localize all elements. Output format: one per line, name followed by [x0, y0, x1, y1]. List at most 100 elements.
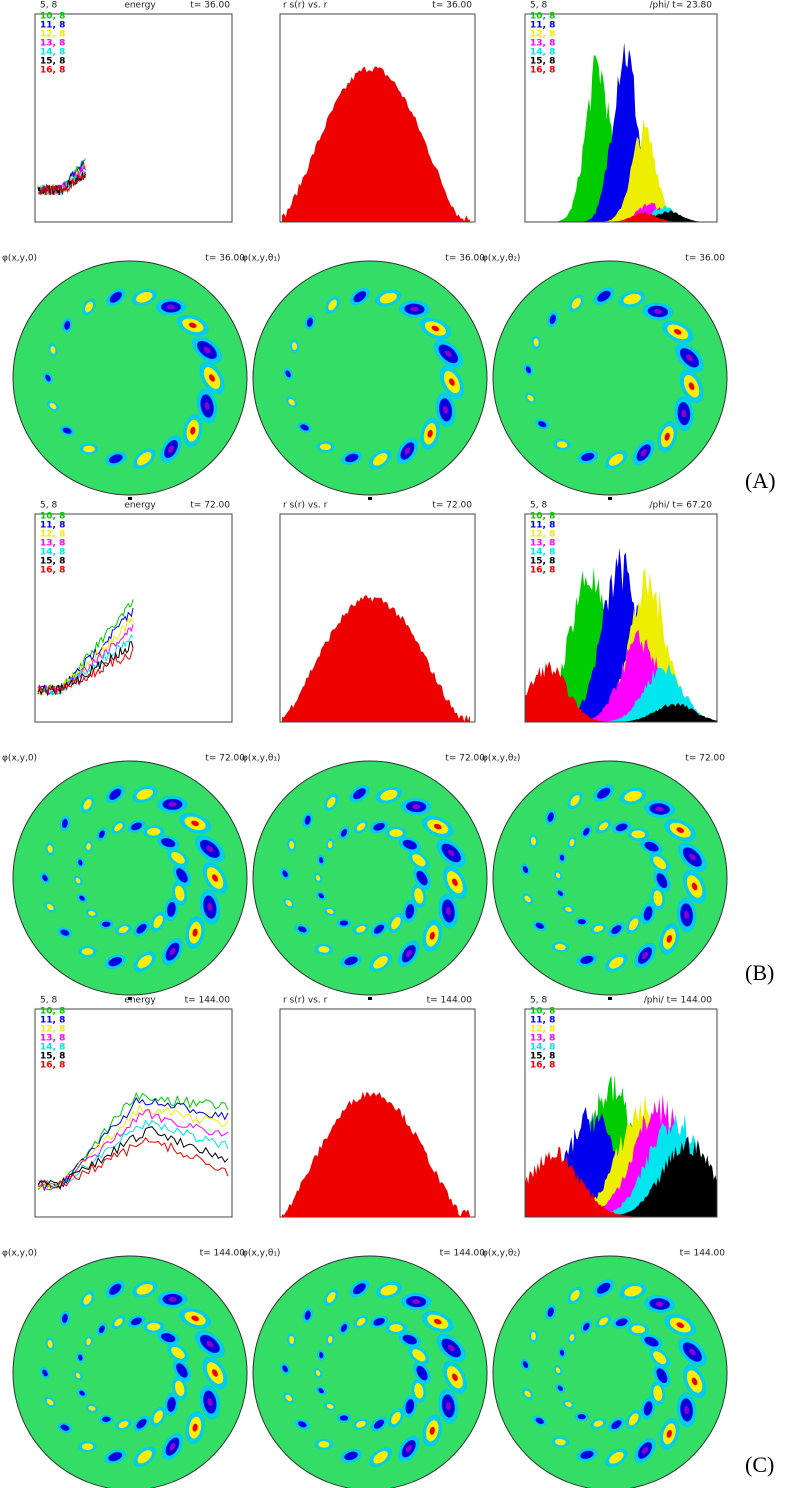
blob: [624, 1285, 642, 1297]
blob: [176, 1363, 188, 1378]
blob: [412, 1349, 426, 1362]
blob: [328, 299, 337, 311]
blob: [340, 1324, 348, 1332]
blob: [83, 799, 92, 810]
blob: [524, 1390, 531, 1398]
blob-core: [655, 806, 664, 812]
spectrum-area: [525, 42, 717, 222]
map-title: φ(x,y,0): [2, 254, 37, 264]
panel-label: (C): [745, 1452, 774, 1477]
blob: [609, 1451, 624, 1464]
profile-time: t= 144.00: [427, 996, 473, 1006]
blob: [49, 402, 57, 410]
blob: [535, 1417, 544, 1424]
blob: [389, 829, 403, 837]
legend-entry: 13, 8: [40, 1034, 65, 1044]
spectrum-frame: [524, 13, 718, 223]
blob: [167, 901, 176, 917]
blob: [109, 788, 122, 800]
legend-entry: 15, 8: [530, 1052, 555, 1062]
blob: [137, 955, 152, 969]
spectrum-area: [525, 547, 717, 722]
blob: [353, 1283, 366, 1295]
panel-label: (A): [745, 468, 776, 493]
blob: [653, 1351, 667, 1365]
map-tick: [368, 997, 372, 1000]
profile-area: [282, 595, 470, 722]
legend-entry: 11, 8: [530, 521, 555, 531]
blob: [161, 838, 176, 848]
energy-curve: [37, 1136, 229, 1189]
blob: [416, 1365, 428, 1381]
legend-entry: 14, 8: [40, 48, 65, 58]
blob-core: [412, 1299, 421, 1305]
blob-core: [433, 823, 442, 830]
blob: [593, 1420, 604, 1427]
blob-core: [452, 878, 458, 886]
blob-core: [664, 432, 670, 441]
blob: [525, 366, 532, 374]
blob: [412, 854, 426, 867]
profile-time: t= 72.00: [432, 501, 472, 511]
legend-entry: 16, 8: [40, 566, 65, 576]
legend-entry: 10, 8: [530, 512, 555, 522]
blob: [78, 859, 83, 866]
legend-entry: 12, 8: [40, 530, 65, 540]
blob: [136, 291, 153, 303]
energy-title: energy: [124, 1, 156, 11]
blob: [136, 1283, 153, 1295]
blob-core: [676, 827, 685, 833]
blob: [643, 1401, 653, 1416]
map-blobs: [40, 1280, 228, 1467]
blob-core: [431, 325, 440, 332]
blob: [75, 1372, 81, 1379]
blob-core: [443, 405, 449, 414]
blob-core: [405, 1445, 412, 1453]
blob-core: [674, 328, 682, 335]
blob: [583, 827, 590, 836]
blob: [653, 1385, 663, 1402]
blob-core: [666, 1429, 672, 1438]
legend-entry: 10, 8: [530, 1007, 555, 1017]
blob: [171, 851, 185, 864]
energy-title: energy: [124, 996, 156, 1006]
legend-entry: 14, 8: [530, 48, 555, 58]
blob: [356, 822, 366, 831]
blob: [98, 830, 105, 839]
blob: [42, 1369, 48, 1377]
blob: [175, 1380, 185, 1397]
blob: [137, 452, 152, 466]
blob: [373, 1317, 385, 1326]
energy-curve: [37, 647, 134, 695]
blob-core: [684, 1405, 690, 1414]
blob-core: [449, 378, 455, 386]
blob: [79, 895, 85, 901]
legend-entry: 12, 8: [530, 30, 555, 40]
legend-entry: 12, 8: [40, 30, 65, 40]
blob: [373, 1419, 385, 1429]
blob: [530, 1332, 536, 1341]
blob: [628, 1413, 639, 1426]
blob: [62, 427, 72, 434]
blob: [356, 925, 366, 933]
blob: [554, 943, 566, 951]
blob-core: [168, 445, 174, 453]
blob: [557, 1385, 563, 1391]
blob: [136, 788, 153, 800]
map-blobs: [520, 1279, 707, 1468]
blob: [81, 1443, 94, 1450]
legend-entry: 13, 8: [40, 39, 65, 49]
blob: [353, 291, 367, 303]
map-time: t= 144.00: [680, 1249, 726, 1259]
blob: [405, 1399, 415, 1414]
blob-core: [691, 1377, 698, 1386]
blob: [583, 1322, 590, 1331]
legend-entry: 10, 8: [40, 12, 65, 22]
blob-core: [206, 845, 214, 853]
blob: [644, 1336, 659, 1347]
blob-core: [429, 931, 435, 940]
blob: [297, 1421, 307, 1428]
